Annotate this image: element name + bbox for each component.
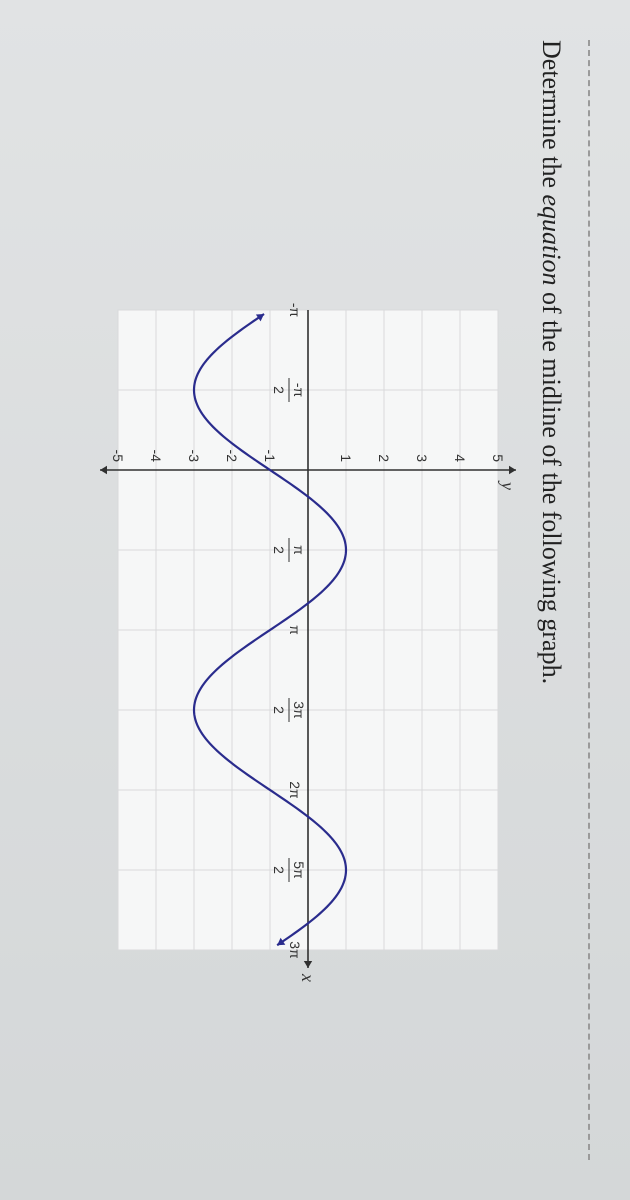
svg-text:4: 4	[452, 454, 468, 462]
svg-text:-1: -1	[262, 450, 278, 463]
svg-text:5: 5	[490, 454, 506, 462]
svg-text:2π: 2π	[287, 781, 303, 799]
svg-text:3π: 3π	[287, 941, 303, 959]
svg-text:2: 2	[271, 386, 287, 394]
prompt-prefix: Determine the	[537, 40, 566, 195]
svg-text:2: 2	[271, 866, 287, 874]
svg-text:π: π	[291, 545, 307, 555]
svg-text:1: 1	[338, 454, 354, 462]
svg-text:3: 3	[414, 454, 430, 462]
svg-text:-π: -π	[287, 303, 303, 318]
svg-text:-2: -2	[224, 450, 240, 463]
prompt-italic: equation	[537, 195, 566, 286]
svg-text:y: y	[498, 480, 518, 490]
svg-text:π: π	[287, 625, 303, 635]
svg-text:3π: 3π	[291, 701, 307, 719]
svg-text:2: 2	[271, 706, 287, 714]
svg-text:-5: -5	[110, 450, 126, 463]
midline-chart: 54321-1-2-3-4-5-π-π2π2π3π22π5π23πyx	[88, 190, 518, 1010]
svg-text:-3: -3	[186, 450, 202, 463]
svg-text:-π: -π	[291, 383, 307, 398]
prompt-suffix: of the midline of the following graph.	[537, 286, 566, 685]
question-prompt: Determine the equation of the midline of…	[536, 40, 566, 1160]
svg-text:2: 2	[376, 454, 392, 462]
chart-svg: 54321-1-2-3-4-5-π-π2π2π3π22π5π23πyx	[88, 190, 518, 1010]
svg-text:5π: 5π	[291, 861, 307, 879]
svg-text:2: 2	[271, 546, 287, 554]
svg-text:-4: -4	[148, 450, 164, 463]
svg-text:x: x	[298, 973, 318, 982]
